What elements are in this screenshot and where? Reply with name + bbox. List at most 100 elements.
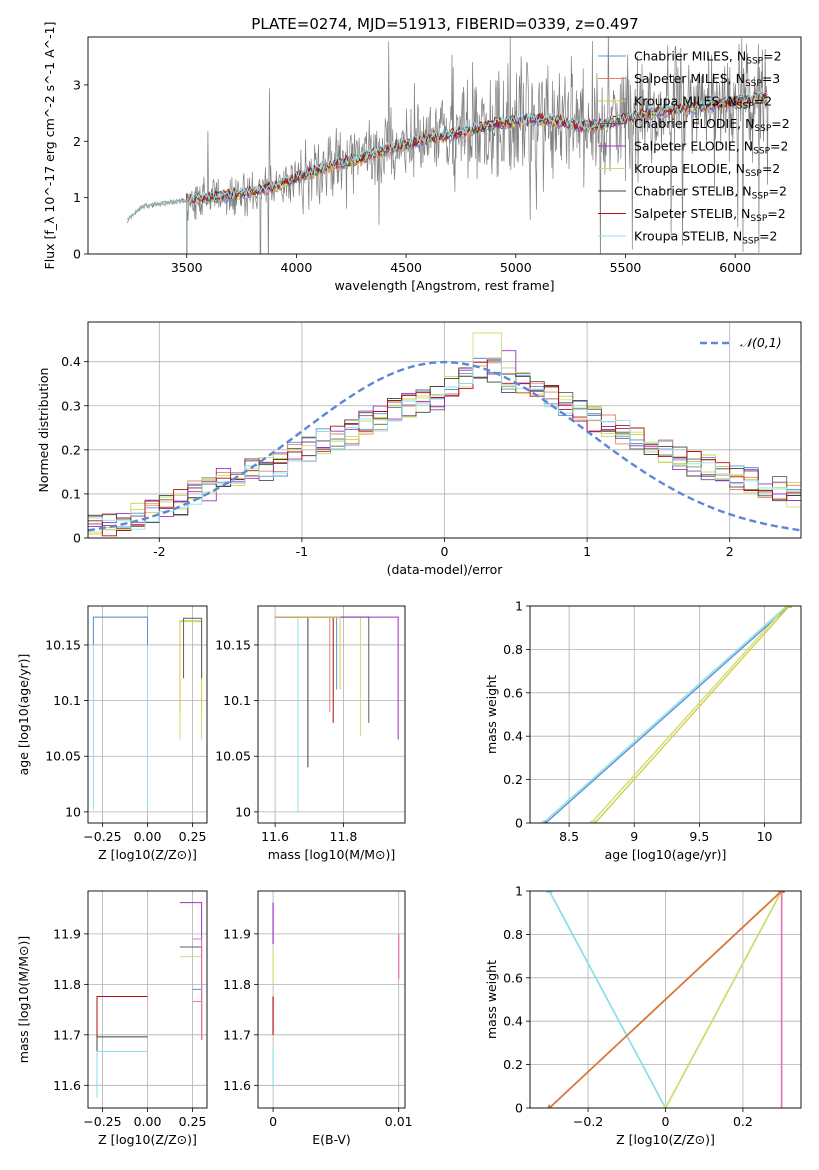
y-tick-label: 11.7 xyxy=(53,1027,81,1042)
mass-metallicity-step xyxy=(179,946,203,1040)
x-axis-label: Z [log10(Z/Z⊙)] xyxy=(98,1132,197,1147)
legend-nssp: =2 xyxy=(754,94,772,109)
y-tick-label: 11.6 xyxy=(53,1078,81,1093)
mass-weight-marker xyxy=(593,820,597,823)
legend-label: Salpeter STELIB, NSSP=2 xyxy=(634,206,786,224)
cumulative-mass-weight-line xyxy=(664,891,783,1108)
legend-nssp: =2 xyxy=(763,49,781,64)
y-axis-label: age [log10(age/yr)] xyxy=(16,654,31,776)
x-tick-label: 6000 xyxy=(719,260,751,275)
y-tick-label: 11.9 xyxy=(223,926,251,941)
mass-vs-metallicity-panel: −0.25 0.00 0.25 11.6 11.7 11.8 11.9 Z [log10(Z/… xyxy=(16,890,208,1147)
legend-subscript: SSP xyxy=(737,102,754,112)
y-tick-label: 1 xyxy=(515,599,523,614)
residual-histogram-step xyxy=(88,350,801,528)
y-tick-label: 10 xyxy=(65,804,81,819)
y-tick-label: 0 xyxy=(73,531,81,546)
x-tick-label: −0.2 xyxy=(573,1114,603,1129)
y-tick-label: 10.15 xyxy=(215,637,251,652)
legend-nssp: =2 xyxy=(767,206,785,221)
age-mass-step xyxy=(275,616,334,723)
mass-weight-vs-age-panel: 8.5 9 9.5 10 0 0.2 0.4 0.6 0.8 1 age [log10(age/yr… xyxy=(484,599,802,862)
x-tick-label: -2 xyxy=(153,544,165,559)
legend-label: Salpeter MILES, NSSP=3 xyxy=(634,71,780,89)
y-tick-label: 1 xyxy=(73,190,81,205)
y-tick-label: 10 xyxy=(235,804,251,819)
plot-area xyxy=(541,606,793,823)
x-tick-label: 0.25 xyxy=(179,1114,207,1129)
x-axis-label: (data-model)/error xyxy=(387,562,504,577)
age-mass-step xyxy=(275,616,362,737)
legend-label: 𝒩(0,1) xyxy=(740,335,782,350)
x-tick-label: 4500 xyxy=(390,260,422,275)
legend-nssp: =2 xyxy=(762,161,780,176)
age-vs-metallicity-panel: −0.25 0.00 0.25 10 10.05 10.1 10.15 Z [log10(Z/… xyxy=(16,605,208,862)
cumulative-mass-weight-line xyxy=(590,606,788,823)
age-metallicity-step xyxy=(92,616,148,645)
y-tick-label: 0.6 xyxy=(503,685,523,700)
y-tick-label: 0.3 xyxy=(61,398,81,413)
x-tick-label: −0.25 xyxy=(83,829,121,844)
legend-subscript: SSP xyxy=(752,192,769,202)
plot-area xyxy=(272,902,400,1086)
age-mass-step xyxy=(275,616,331,712)
legend-label: Chabrier ELODIE, NSSP=2 xyxy=(634,116,790,134)
model-spectrum-line xyxy=(186,90,768,254)
legend-nssp: =2 xyxy=(759,229,777,244)
x-tick-label: 0 xyxy=(662,1114,670,1129)
cumulative-mass-weight-line xyxy=(545,606,790,823)
age-metallicity-step xyxy=(183,617,203,679)
plot-area xyxy=(275,616,399,812)
plot-area xyxy=(96,902,203,1098)
x-tick-label: 0.00 xyxy=(134,829,162,844)
x-axis-label: age [log10(age/yr)] xyxy=(605,847,727,862)
x-tick-label: 0.00 xyxy=(134,1114,162,1129)
y-tick-label: 0.8 xyxy=(503,642,523,657)
y-tick-label: 0.2 xyxy=(503,1057,523,1072)
cumulative-mass-weight-line xyxy=(548,891,667,1108)
legend-subscript: SSP xyxy=(742,237,759,247)
mass-weight-vs-metallicity-panel: −0.2 0 0.2 0 0.2 0.4 0.6 0.8 1 Z [log10(Z/Z⊙)] mas… xyxy=(484,884,802,1147)
y-tick-label: 11.6 xyxy=(223,1078,251,1093)
mass-metallicity-step xyxy=(192,938,203,1040)
x-tick-label: 9.5 xyxy=(689,829,709,844)
y-tick-label: 10.05 xyxy=(45,749,81,764)
mass-weight-marker xyxy=(547,1104,552,1108)
plot-area xyxy=(127,37,769,254)
x-axis-label: wavelength [Angstrom, rest frame] xyxy=(334,278,554,293)
y-tick-label: 0.2 xyxy=(503,772,523,787)
y-tick-label: 0 xyxy=(515,816,523,831)
mass-weight-marker xyxy=(541,820,545,823)
legend-subscript: SSP xyxy=(746,57,763,67)
x-axis-label: mass [log10(M/M⊙)] xyxy=(268,847,396,862)
plot-area xyxy=(545,891,786,1108)
x-tick-label: 0 xyxy=(441,544,449,559)
y-tick-label: 0.4 xyxy=(503,729,523,744)
cumulative-mass-weight-line xyxy=(548,891,783,1108)
axes-frame xyxy=(257,890,406,1109)
x-tick-label: 5000 xyxy=(500,260,532,275)
x-axis-label: E(B-V) xyxy=(312,1132,351,1147)
y-tick-label: 10.15 xyxy=(45,637,81,652)
residual-histogram-step xyxy=(88,357,801,530)
cumulative-mass-weight-line xyxy=(542,606,788,823)
y-axis-label: Flux [f_λ 10^-17 erg cm^-2 s^-1 A^-1] xyxy=(42,22,57,270)
mass-weight-marker xyxy=(545,891,553,893)
axes-frame xyxy=(529,605,802,824)
age-metallicity-step xyxy=(92,616,148,810)
y-tick-label: 0.8 xyxy=(503,927,523,942)
y-axis-label: Normed distribution xyxy=(36,368,51,493)
y-tick-label: 0.1 xyxy=(61,486,81,501)
mass-metallicity-step xyxy=(96,1050,148,1098)
mass-metallicity-step xyxy=(179,902,203,1040)
legend-subscript: SSP xyxy=(753,147,770,157)
y-tick-label: 3 xyxy=(73,77,81,92)
normal-distribution-curve xyxy=(88,360,801,532)
x-tick-label: 0.2 xyxy=(733,1114,753,1129)
legend-subscript: SSP xyxy=(745,169,762,179)
x-tick-label: 4000 xyxy=(281,260,313,275)
age-vs-mass-panel: 11.6 11.8 10 10.05 10.1 10.15 mass [log10(M/M⊙… xyxy=(215,605,406,862)
x-tick-label: 11.8 xyxy=(330,829,358,844)
age-mass-step xyxy=(275,616,299,812)
